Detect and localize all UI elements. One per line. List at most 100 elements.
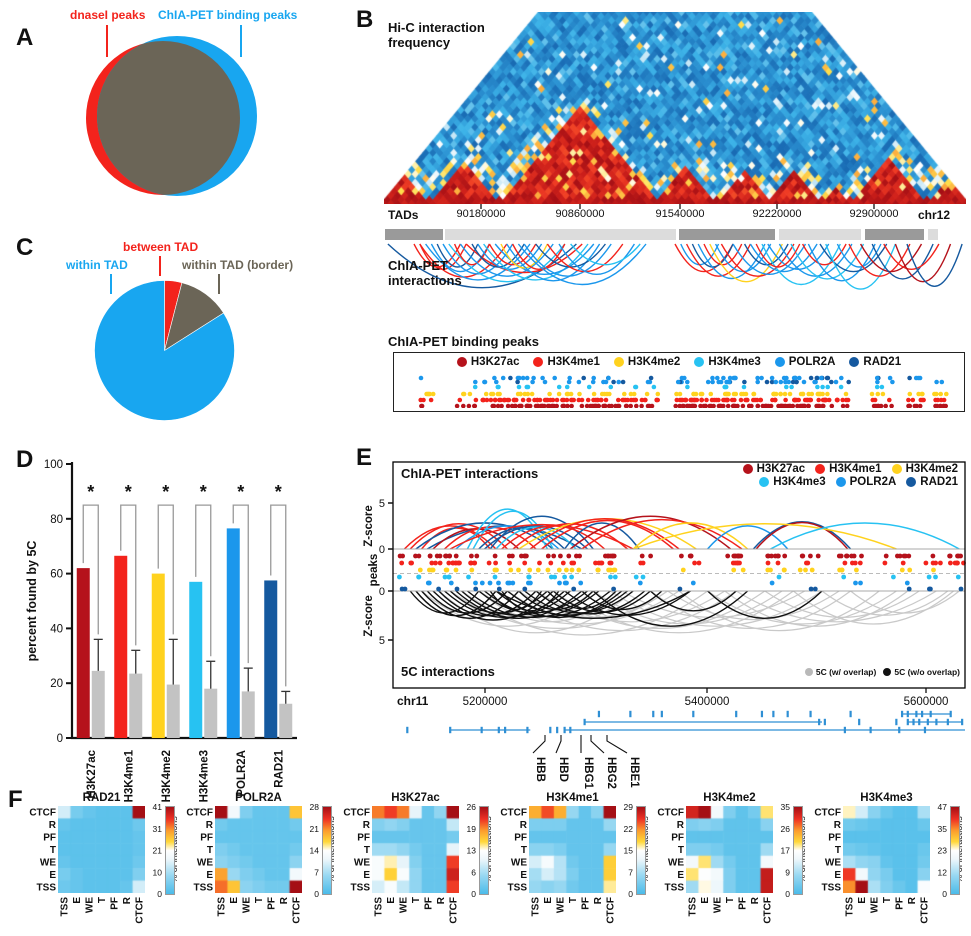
peak-dot xyxy=(683,397,688,403)
f-cbar-tick: 6 xyxy=(471,867,476,877)
gene-leader xyxy=(532,735,546,754)
polr2a-dot xyxy=(774,357,785,367)
e-legend-item-h3k27ac: H3K27ac xyxy=(742,463,805,475)
peak-dot xyxy=(577,553,582,559)
peak-dot xyxy=(784,384,789,390)
f-col-label: TSS xyxy=(688,897,699,917)
interaction-arc xyxy=(477,243,543,270)
peak-dot xyxy=(858,580,863,586)
interaction-arc xyxy=(489,515,594,550)
peak-dot xyxy=(482,379,488,385)
h3k4me2-dot xyxy=(891,464,902,474)
f-row-label: T xyxy=(835,845,841,856)
peak-dot xyxy=(755,375,760,381)
binding-peaks-legend: H3K27ac H3K4me1 H3K4me2 H3K4me3 POLR2A RAD21 xyxy=(394,356,964,368)
peak-dot xyxy=(545,567,551,573)
f-col-label: CTCF xyxy=(134,897,145,924)
f-heatmaps: RAD21 CTCF R PF T WE E TSS TSS E WE T PF R CTCF 41 31 21 1… xyxy=(0,792,971,936)
peak-dot xyxy=(491,403,497,408)
interaction-arc xyxy=(859,243,923,273)
f-col-label: E xyxy=(72,897,83,904)
tad-segment xyxy=(865,229,925,240)
peak-dot xyxy=(852,560,858,566)
f-row-label: WE xyxy=(40,857,56,868)
f-title-H3K4me1: H3K4me1 xyxy=(546,792,599,804)
peak-dot xyxy=(783,379,788,385)
peak-dot xyxy=(599,391,605,397)
peak-dot xyxy=(907,391,913,397)
peak-dot xyxy=(533,403,539,408)
peak-dot xyxy=(425,391,431,397)
peak-dot xyxy=(731,553,737,559)
f-row-label: T xyxy=(50,845,56,856)
legend-label: POLR2A xyxy=(788,356,836,368)
peak-dot xyxy=(413,553,418,559)
peak-dot xyxy=(808,586,814,592)
sig-bracket xyxy=(157,504,174,635)
y-axis-label: percent found by 5C xyxy=(25,541,39,662)
peak-dot xyxy=(721,375,726,381)
peak-dot xyxy=(535,567,541,573)
peak-dot xyxy=(781,567,787,573)
f-col-label: PF xyxy=(266,897,277,910)
peak-dot xyxy=(698,391,704,397)
peak-dot xyxy=(822,397,828,403)
peak-dot xyxy=(519,553,524,559)
bar-chiapet-H3K4me1 xyxy=(114,555,128,738)
peak-dot xyxy=(701,403,707,408)
peak-dot xyxy=(724,391,729,397)
peaks-label: peaks xyxy=(368,554,380,587)
peak-dot xyxy=(887,375,893,381)
peak-dot xyxy=(933,574,938,580)
peak-dot xyxy=(768,567,773,573)
interaction-arc xyxy=(724,590,909,627)
interaction-arc xyxy=(466,508,549,550)
venn-overlap xyxy=(97,41,240,195)
interaction-arc xyxy=(569,515,731,550)
peak-dot xyxy=(815,553,821,559)
peak-dot xyxy=(472,560,478,566)
peak-dot xyxy=(776,574,782,580)
pie-border-leader xyxy=(218,274,220,294)
peak-dot xyxy=(639,397,645,403)
interaction-arc xyxy=(770,522,960,550)
peak-dot xyxy=(839,375,844,381)
interaction-arc xyxy=(720,243,795,277)
peak-dot xyxy=(499,403,504,408)
legend-item-polr2a: POLR2A xyxy=(774,356,836,368)
peak-dot xyxy=(887,397,892,403)
peak-dot xyxy=(571,397,576,403)
peak-dot xyxy=(755,403,761,408)
y-tick-label: 0 xyxy=(57,733,63,745)
panel-a-letter: A xyxy=(16,24,34,51)
interaction-arc xyxy=(425,243,531,281)
peak-dot xyxy=(803,567,808,573)
peak-dot xyxy=(545,403,551,408)
interaction-arc xyxy=(563,522,640,550)
peak-dot xyxy=(560,403,565,408)
peak-dot xyxy=(508,375,513,381)
interaction-arc xyxy=(894,243,952,283)
peak-dot xyxy=(746,403,752,408)
f-row-label: E xyxy=(520,870,527,881)
f-cbar-tick: 26 xyxy=(467,802,477,812)
peak-dot xyxy=(622,391,627,397)
peak-dot xyxy=(469,567,475,573)
f-col-label: CTCF xyxy=(762,897,773,924)
f-row-label: PF xyxy=(200,833,213,844)
peak-dot xyxy=(480,397,486,403)
peak-dot xyxy=(685,403,691,408)
f-heatmap-H3K4me2: H3K4me2 CTCF R PF T WE E TSS TSS E WE T PF R CTCF 35 26 1… xyxy=(654,792,811,936)
peak-dot xyxy=(769,375,775,381)
peak-dot xyxy=(461,403,466,408)
interaction-arc xyxy=(697,243,766,280)
tads-track xyxy=(385,229,938,240)
peak-dot xyxy=(920,397,925,403)
peak-dot xyxy=(578,580,584,586)
f-col-label: CTCF xyxy=(291,897,302,924)
peak-dot xyxy=(505,580,511,586)
f-row-label: WE xyxy=(197,857,213,868)
peak-dot xyxy=(607,391,612,397)
peak-dot xyxy=(820,403,825,408)
interaction-arc xyxy=(755,521,849,550)
